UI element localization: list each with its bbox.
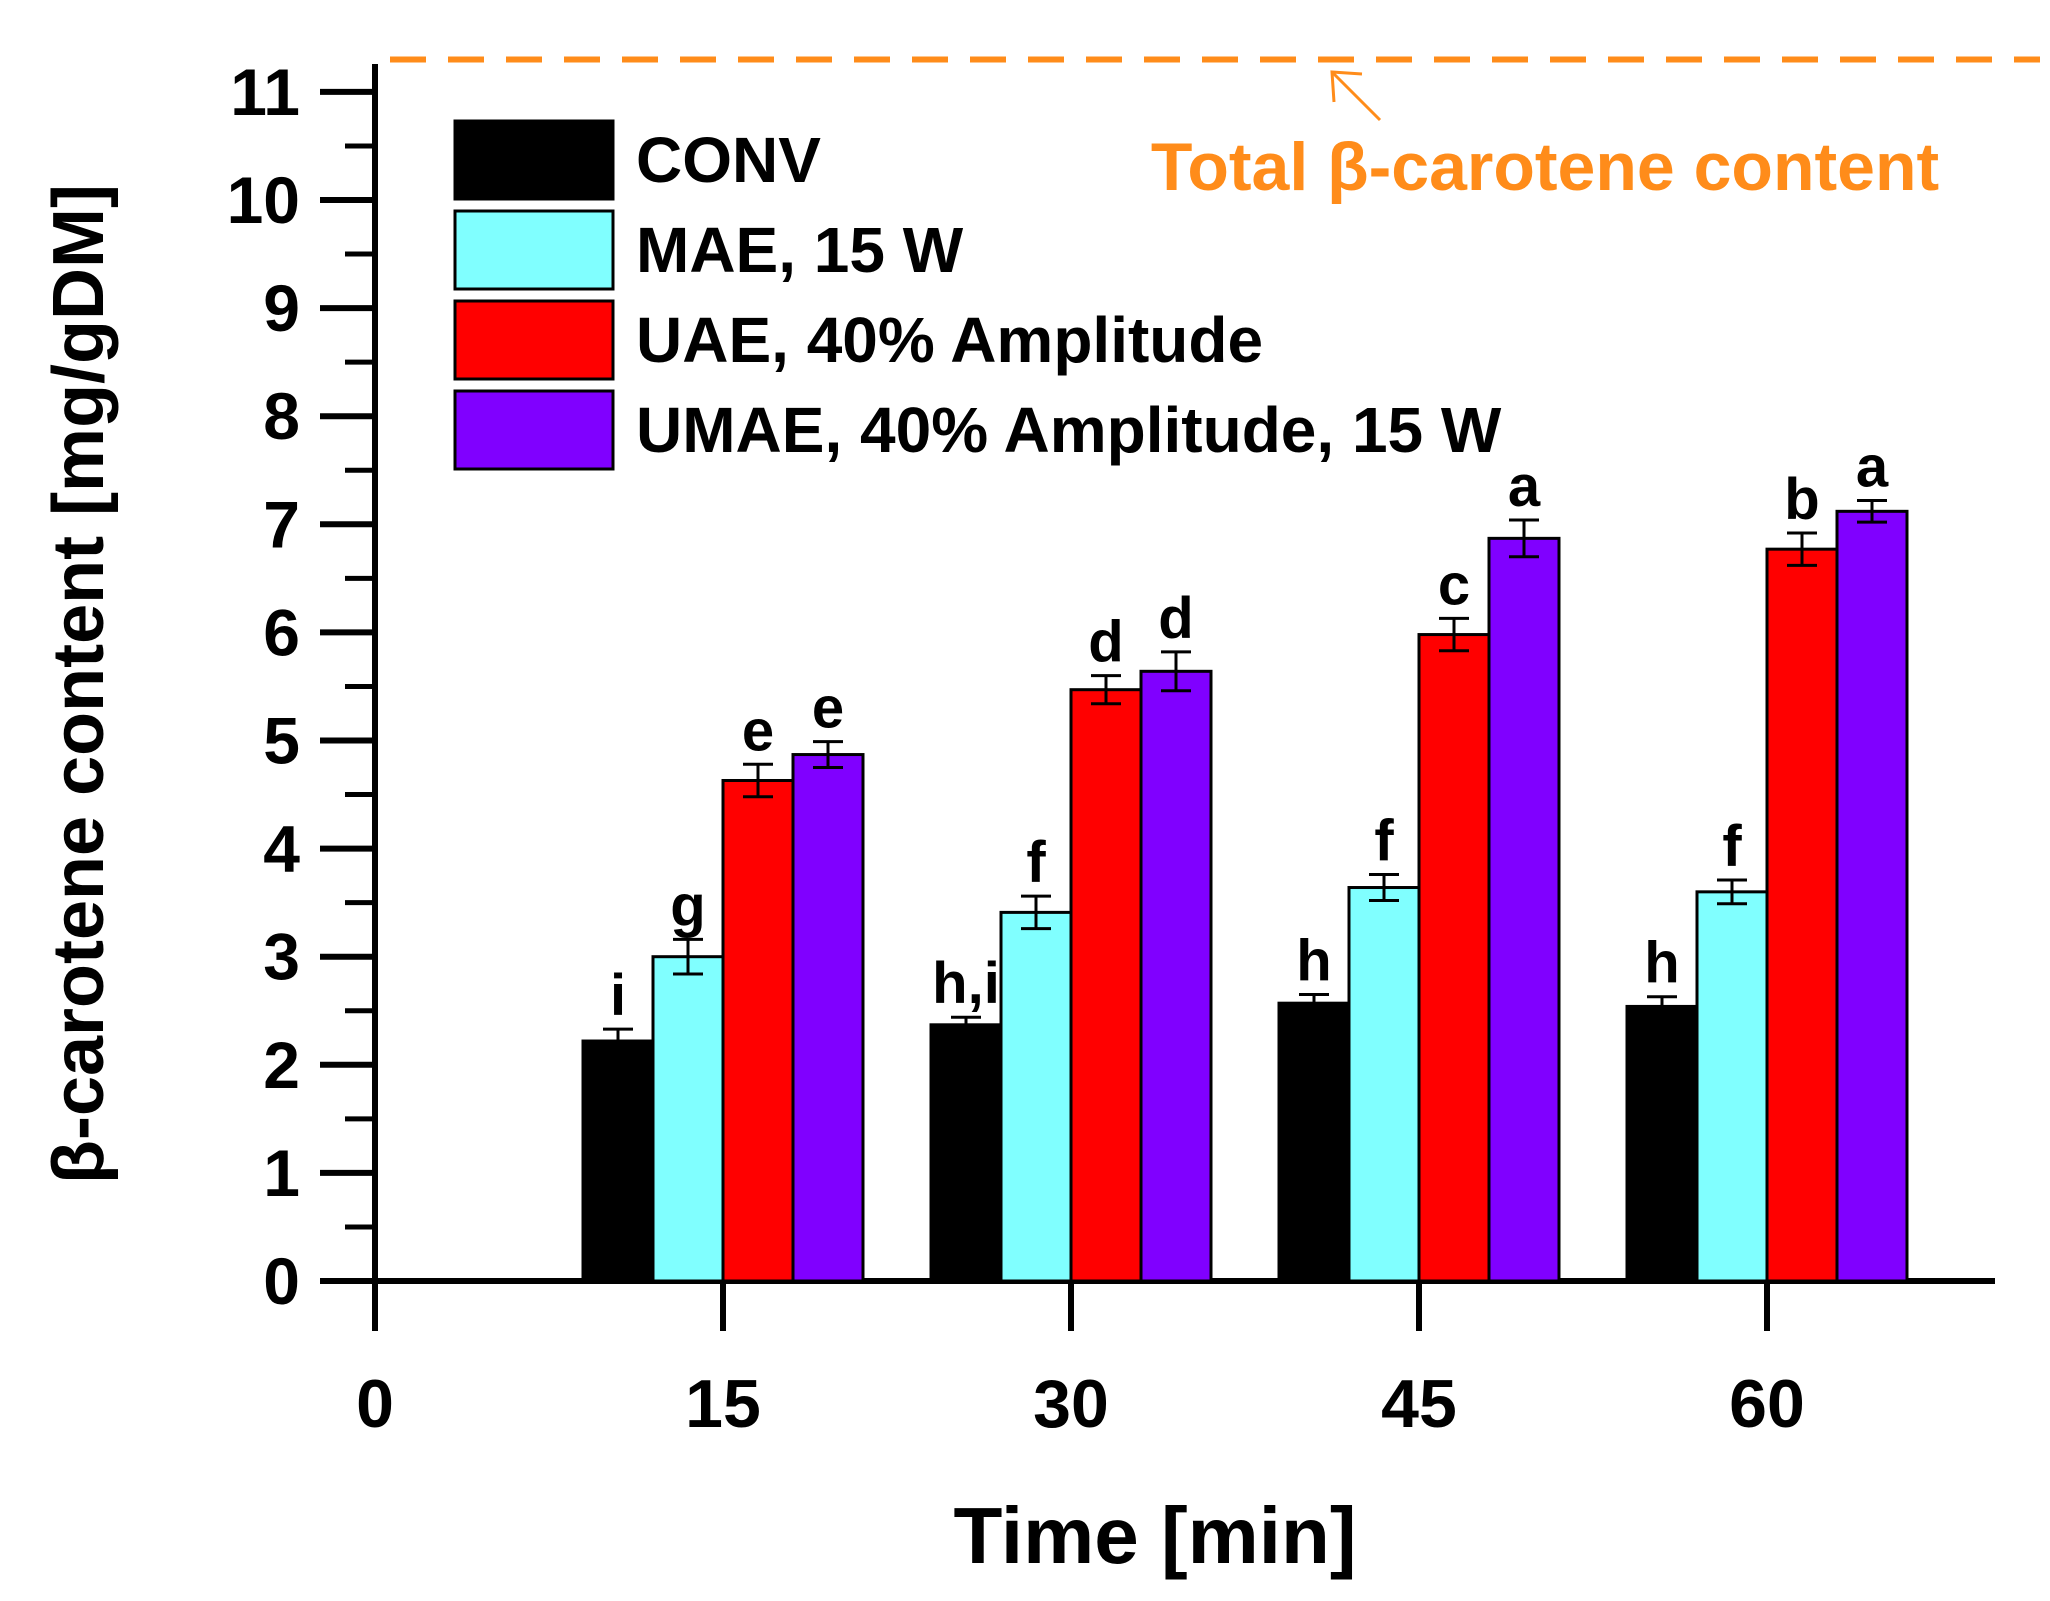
bar: [1139, 669, 1213, 1283]
reference-layer: Total β-carotene content: [390, 56, 2040, 205]
significance-letter: d: [1088, 610, 1123, 675]
bar: [1835, 509, 1909, 1283]
reference-arrow-shaft: [1330, 70, 1382, 122]
significance-letter: h,i: [932, 951, 1000, 1016]
significance-letter: d: [1158, 586, 1193, 651]
y-tick-label: 7: [263, 487, 300, 561]
bar: [1417, 633, 1491, 1283]
significance-letter: g: [670, 873, 705, 938]
significance-letter: f: [1722, 814, 1742, 879]
y-tick-label: 1: [263, 1136, 300, 1210]
significance-letter: c: [1438, 552, 1470, 617]
y-tick-label: 3: [263, 920, 300, 994]
bar: [1765, 547, 1839, 1283]
legend-swatch: [453, 299, 615, 381]
legend-label: MAE, 15 W: [636, 214, 964, 286]
bar: [1695, 890, 1769, 1283]
bar: [721, 778, 795, 1283]
y-tick-label: 6: [263, 595, 300, 669]
significance-letter: e: [742, 698, 774, 763]
bar: [999, 910, 1073, 1283]
y-tick-label: 8: [263, 379, 300, 453]
y-tick-label: 2: [263, 1028, 300, 1102]
legend: CONV MAE, 15 W UAE, 40% Amplitude UMAE, 40%…: [453, 119, 1502, 471]
bar: [1487, 536, 1561, 1283]
significance-letter: a: [1508, 454, 1541, 519]
bar: [1069, 688, 1143, 1283]
bar: [1625, 1004, 1699, 1283]
legend-label: UMAE, 40% Amplitude, 15 W: [636, 394, 1502, 466]
bar: [651, 955, 725, 1283]
reference-label: Total β-carotene content: [1151, 129, 1939, 205]
legend-swatch: [453, 119, 615, 201]
significance-letter: i: [610, 963, 626, 1028]
y-tick-label: 5: [263, 704, 300, 778]
y-tick-label: 9: [263, 271, 300, 345]
legend-label: UAE, 40% Amplitude: [636, 304, 1263, 376]
y-tick-label: 0: [263, 1244, 300, 1318]
x-tick-label: 0: [356, 1366, 394, 1442]
significance-letter: b: [1784, 467, 1819, 532]
y-tick-label: 11: [230, 55, 300, 129]
significance-letter: e: [812, 676, 844, 741]
reference-arrow-head: [1330, 70, 1363, 103]
x-tick-label: 30: [1033, 1366, 1109, 1442]
bar: [1347, 886, 1421, 1283]
bar: [929, 1023, 1003, 1283]
y-axis-title: β-carotene content [mg/gDM]: [39, 184, 119, 1184]
y-tick-label: 4: [263, 812, 300, 886]
bar: [791, 753, 865, 1283]
significance-letter: h: [1644, 931, 1679, 996]
x-tick-label: 45: [1381, 1366, 1457, 1442]
significance-letter: h: [1296, 929, 1331, 994]
significance-letter: f: [1026, 830, 1046, 895]
legend-label: CONV: [636, 124, 821, 196]
legend-swatch: [453, 209, 615, 291]
x-tick-label: 15: [685, 1366, 761, 1442]
legend-swatch: [453, 389, 615, 471]
bar: [1277, 1001, 1351, 1283]
x-tick-label: 60: [1729, 1366, 1805, 1442]
significance-letter: a: [1856, 435, 1889, 500]
x-axis-title: Time [min]: [953, 1491, 1356, 1580]
bar: [581, 1039, 655, 1283]
y-tick-label: 10: [227, 163, 300, 237]
significance-letter: f: [1374, 809, 1394, 874]
